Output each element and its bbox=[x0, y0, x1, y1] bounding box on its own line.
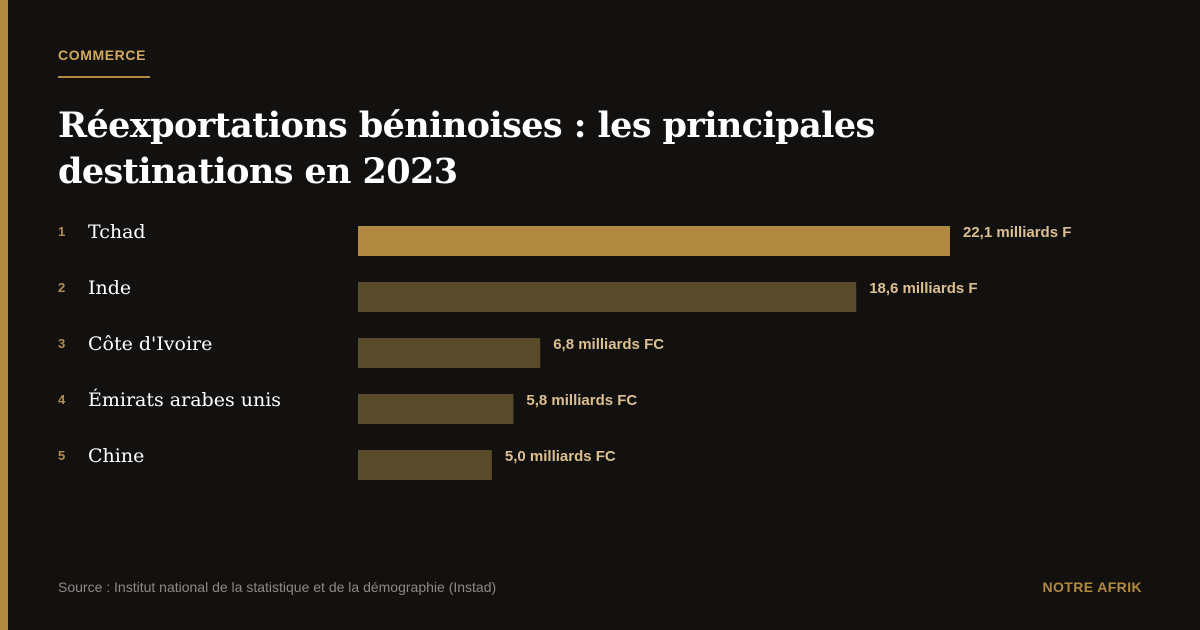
country-label: Chine bbox=[88, 445, 144, 467]
bar bbox=[358, 338, 541, 368]
country-label: Émirats arabes unis bbox=[88, 388, 281, 411]
value-label: 18,6 milliards F bbox=[869, 280, 977, 297]
bar bbox=[358, 226, 950, 256]
left-accent-bar bbox=[0, 0, 8, 630]
country-label: Tchad bbox=[88, 221, 146, 243]
bar bbox=[358, 394, 514, 424]
rank-number: 3 bbox=[58, 336, 65, 351]
value-label: 5,0 milliards FC bbox=[505, 448, 616, 465]
country-label: Côte d'Ivoire bbox=[88, 333, 212, 355]
rank-number: 1 bbox=[58, 224, 65, 239]
bar bbox=[358, 282, 857, 312]
bar bbox=[358, 450, 492, 480]
rank-number: 5 bbox=[58, 448, 65, 463]
rank-number: 4 bbox=[58, 392, 66, 407]
country-label: Inde bbox=[88, 277, 131, 299]
source-note: Source : Institut national de la statist… bbox=[58, 579, 497, 595]
brand-logo-text: NOTRE AFRIK bbox=[1042, 579, 1142, 595]
value-label: 5,8 milliards FC bbox=[526, 392, 637, 409]
rank-number: 2 bbox=[58, 280, 65, 295]
section-kicker: COMMERCE bbox=[58, 47, 147, 63]
value-label: 22,1 milliards F bbox=[963, 224, 1071, 241]
value-label: 6,8 milliards FC bbox=[553, 336, 664, 353]
chart-title: Réexportations béninoises : les principa… bbox=[58, 105, 875, 192]
kicker-underline bbox=[58, 76, 150, 78]
